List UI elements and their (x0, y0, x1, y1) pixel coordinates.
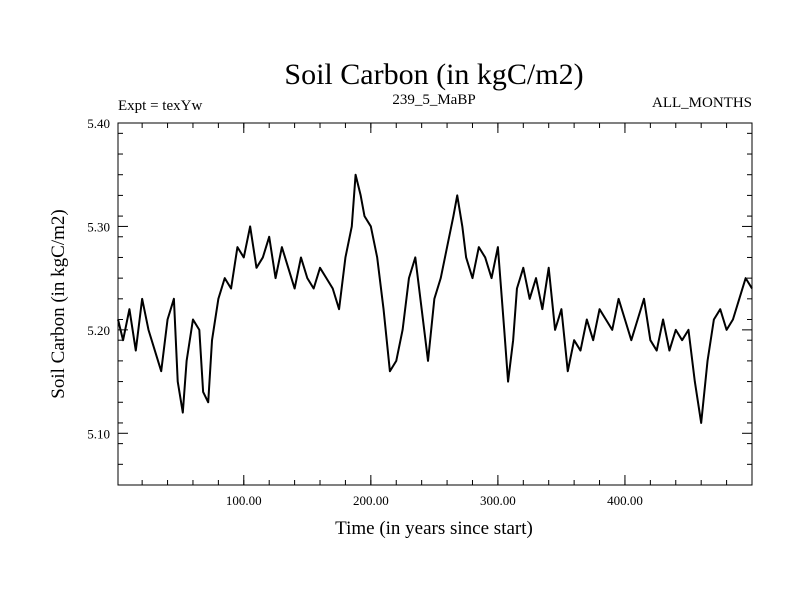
series-line-0 (117, 173, 753, 424)
y-tick-label: 5.20 (87, 323, 110, 338)
chart-title: Soil Carbon (in kgC/m2) (284, 58, 583, 91)
y-minor-ticks (118, 132, 752, 465)
y-tick-label: 5.40 (87, 116, 110, 131)
x-tick-label: 100.00 (226, 493, 262, 508)
x-tick-label: 200.00 (353, 493, 389, 508)
x-tick-label: 400.00 (607, 493, 643, 508)
x-axis-label: Time (in years since start) (335, 518, 533, 539)
y-axis: 5.10 5.20 5.30 5.40 (87, 116, 752, 441)
plot-frame (117, 122, 753, 486)
experiment-label: Expt = texYw (118, 98, 202, 114)
x-axis: 100.00 200.00 300.00 400.00 (226, 123, 643, 508)
y-tick-label: 5.30 (87, 219, 110, 234)
period-label: 239_5_MaBP (392, 92, 475, 108)
y-axis-label: Soil Carbon (in kgC/m2) (48, 209, 69, 398)
y-tick-label: 5.10 (87, 426, 110, 441)
x-tick-label: 300.00 (480, 493, 516, 508)
series-layer (117, 173, 753, 424)
months-label: ALL_MONTHS (652, 95, 752, 111)
